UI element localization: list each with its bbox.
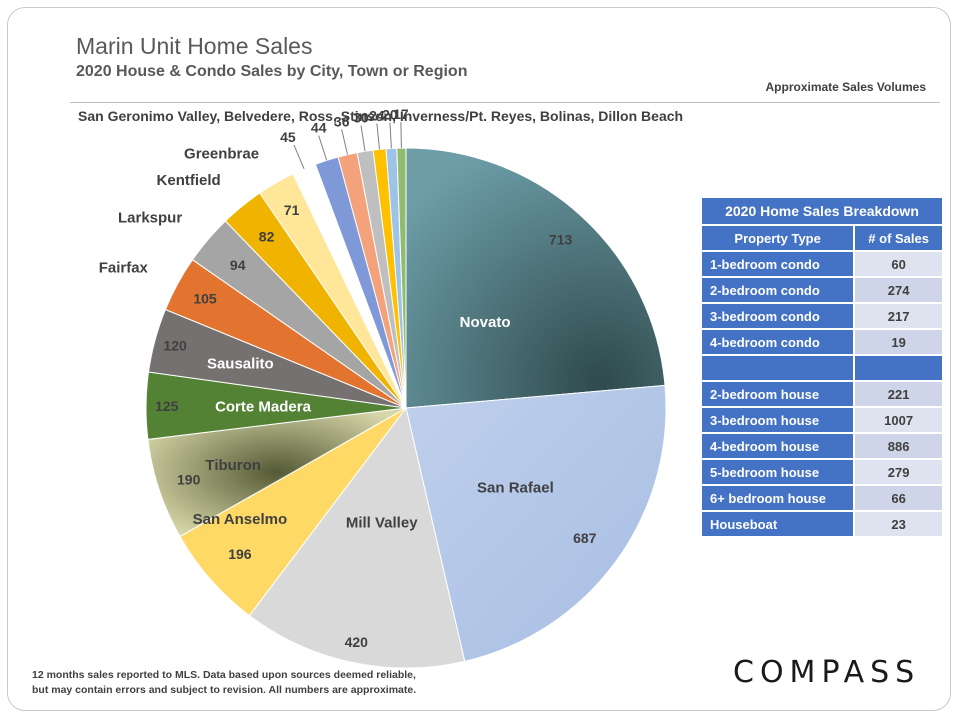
sales-count-cell: 66: [855, 486, 942, 512]
col-header-type: Property Type: [702, 226, 856, 252]
sales-count-cell: 19: [855, 330, 942, 356]
slice-value-label: 105: [193, 291, 217, 307]
slice-value-label: 20: [382, 107, 398, 123]
pie-slice: [396, 147, 407, 409]
table-row: 2-bedroom house 221: [702, 382, 942, 408]
page-title: Marin Unit Home Sales: [76, 33, 313, 59]
sales-count-cell: 221: [855, 382, 942, 408]
page-subtitle: 2020 House & Condo Sales by City, Town o…: [76, 63, 468, 80]
slice-name-label: Kentfield: [157, 172, 221, 189]
table-row: 5-bedroom house 279: [702, 460, 942, 486]
sales-count-cell: [855, 356, 942, 382]
regions-note: San Geronimo Valley, Belvedere, Ross, St…: [78, 108, 684, 124]
slice-name-label: Larkspur: [118, 210, 182, 227]
table-row: 6+ bedroom house 66: [702, 486, 942, 512]
slice-value-label: 420: [345, 634, 369, 650]
footnote-line-2: but may contain errors and subject to re…: [32, 684, 417, 696]
leader-line: [389, 122, 392, 149]
property-type-cell: 4-bedroom house: [702, 434, 856, 460]
table-title: 2020 Home Sales Breakdown: [702, 198, 942, 226]
slice-name-label: San Anselmo: [193, 511, 287, 528]
table-row: [702, 356, 942, 382]
property-type-cell: Houseboat: [702, 512, 856, 538]
property-type-cell: 5-bedroom house: [702, 460, 856, 486]
slice-name-label: San Rafael: [477, 479, 554, 496]
property-type-cell: 3-bedroom house: [702, 408, 856, 434]
slice-value-label: 82: [259, 229, 275, 245]
pie-slice: [248, 406, 466, 669]
table-row: 4-bedroom house 886: [702, 434, 942, 460]
property-type-cell: 6+ bedroom house: [702, 486, 856, 512]
table-row: Houseboat 23: [702, 512, 942, 538]
property-type-cell: 4-bedroom condo: [702, 330, 856, 356]
slice-value-label: 71: [284, 202, 300, 218]
slice-value-label: 45: [280, 129, 296, 145]
slice-name-label: Mill Valley: [346, 515, 418, 532]
pie-slice: [405, 147, 666, 409]
sales-breakdown-table: 2020 Home Sales Breakdown Property Type …: [702, 198, 942, 538]
property-type-cell: 3-bedroom condo: [702, 304, 856, 330]
sales-count-cell: 60: [855, 252, 942, 278]
sales-count-cell: 23: [855, 512, 942, 538]
slice-value-label: 30: [353, 110, 369, 126]
slice-name-label: Novato: [460, 314, 511, 331]
slice-name-label: Corte Madera: [215, 399, 312, 416]
table-row: 3-bedroom condo 217: [702, 304, 942, 330]
slice-value-label: 36: [334, 113, 350, 129]
leader-line: [360, 125, 366, 152]
table-row: 1-bedroom condo 60: [702, 252, 942, 278]
title-divider: [70, 102, 940, 103]
slice-value-label: 196: [228, 546, 252, 562]
slice-value-label: 190: [177, 472, 201, 488]
footnote-line-1: 12 months sales reported to MLS. Data ba…: [32, 669, 416, 681]
slice-name-label: Sausalito: [207, 355, 274, 372]
compass-logo: COMPASS: [733, 655, 921, 690]
property-type-cell: 2-bedroom house: [702, 382, 856, 408]
col-header-sales: # of Sales: [855, 226, 942, 252]
sales-count-cell: 1007: [855, 408, 942, 434]
slice-value-label: 125: [155, 398, 179, 414]
leader-line: [400, 121, 402, 149]
footnote: 12 months sales reported to MLS. Data ba…: [32, 668, 416, 698]
slice-value-label: 687: [573, 530, 597, 546]
slice-value-label: 44: [311, 120, 327, 136]
leader-line: [341, 129, 348, 155]
slice-name-label: Fairfax: [99, 260, 149, 277]
slice-value-label: 24: [369, 108, 385, 124]
table-row: 3-bedroom house 1007: [702, 408, 942, 434]
slice-value-label: 120: [163, 338, 187, 354]
slice-name-label: Greenbrae: [184, 146, 259, 163]
property-type-cell: [702, 356, 856, 382]
slice-name-label: Tiburon: [205, 457, 261, 474]
slice-value-label: 94: [230, 257, 246, 273]
leader-line: [376, 123, 380, 150]
slice-value-label: 17: [393, 106, 409, 122]
sales-count-cell: 279: [855, 460, 942, 486]
property-type-cell: 2-bedroom condo: [702, 278, 856, 304]
sales-count-cell: 886: [855, 434, 942, 460]
table-row: 4-bedroom condo 19: [702, 330, 942, 356]
approx-note: Approximate Sales Volumes: [765, 80, 927, 94]
sales-count-cell: 274: [855, 278, 942, 304]
sales-count-cell: 217: [855, 304, 942, 330]
slice-value-label: 713: [549, 231, 573, 247]
leader-line: [293, 144, 305, 169]
leader-line: [318, 135, 328, 161]
table-row: 2-bedroom condo 274: [702, 278, 942, 304]
property-type-cell: 1-bedroom condo: [702, 252, 856, 278]
pie-slice: [405, 384, 667, 662]
